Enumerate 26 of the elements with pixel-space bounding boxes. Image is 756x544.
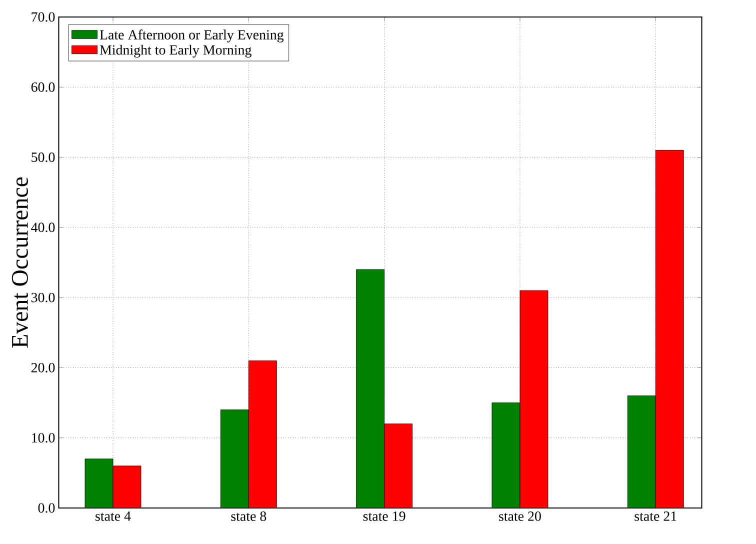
bar: [655, 150, 684, 508]
bar: [492, 402, 520, 508]
bar: [520, 290, 548, 508]
y-tick-label: 10.0: [32, 433, 55, 443]
y-tick-label: 70.0: [32, 12, 55, 22]
y-tick-label: 0.0: [38, 503, 55, 513]
y-tick-label: 50.0: [32, 152, 55, 162]
y-tick-label: 30.0: [31, 292, 55, 302]
bar: [627, 396, 656, 508]
bar: [112, 466, 142, 508]
bar: [356, 269, 385, 508]
legend-label: Midnight to Early Morning: [100, 44, 252, 58]
bar: [220, 410, 249, 508]
x-tick-label: state 19: [363, 512, 406, 521]
y-tick-label: 20.0: [31, 362, 55, 372]
y-tick-label: 60.0: [31, 82, 55, 92]
bar: [84, 458, 114, 508]
legend-label: Late Afternoon or Early Evening: [100, 30, 284, 42]
x-tick-label: state 21: [634, 512, 676, 521]
x-tick-label: state 4: [96, 512, 131, 521]
x-tick-label: state 20: [499, 512, 541, 521]
bar: [248, 360, 277, 508]
y-tick-label: 40.0: [31, 222, 55, 232]
x-tick-label: state 8: [231, 512, 266, 521]
y-axis-title: Event Occurrence: [12, 177, 28, 348]
bar: [384, 424, 413, 508]
